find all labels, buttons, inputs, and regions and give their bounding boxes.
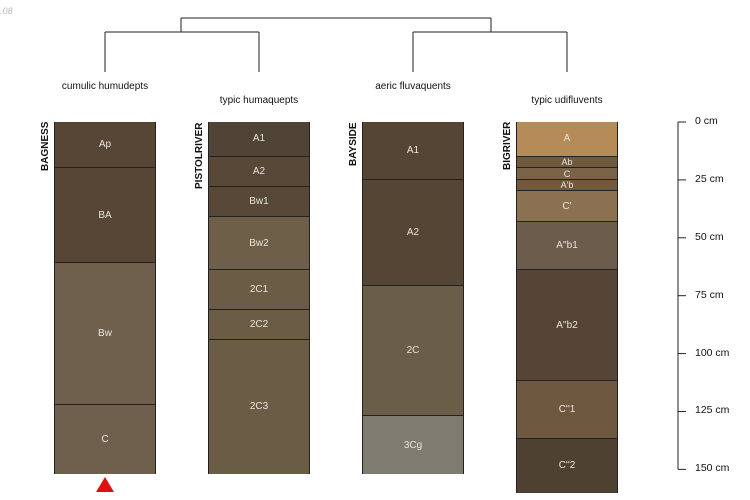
site-label-bayside: BAYSIDE (348, 122, 359, 166)
horizon: 3Cg (363, 416, 463, 474)
horizon: Bw (55, 263, 155, 405)
group-label-4: typic udifluvents (531, 95, 603, 106)
group-label-2: typic humaquepts (219, 95, 299, 106)
horizon-label: C''2 (558, 460, 576, 472)
warning-triangle-icon (96, 477, 114, 492)
depth-tick-label: 125 cm (695, 404, 730, 417)
site-label-bagness: BAGNESS (40, 121, 51, 171)
horizon-label: 2C2 (249, 318, 269, 330)
horizon: Bw1 (209, 186, 309, 217)
profile-bayside: A1 A2 2C 3Cg (362, 122, 464, 474)
horizon-label: Bw (98, 327, 112, 339)
horizon: A''b1 (517, 221, 617, 271)
horizon: A1 (209, 122, 309, 157)
horizon: BA (55, 168, 155, 264)
horizon: A''b2 (517, 270, 617, 382)
horizon: Ap (55, 122, 155, 169)
depth-tick-label: 100 cm (695, 346, 730, 359)
site-label-pistolriver: PISTOLRIVER (194, 122, 205, 190)
horizon-label: A''b1 (556, 239, 578, 251)
horizon-label: C''1 (558, 404, 576, 416)
horizon-label: BA (98, 209, 112, 221)
horizon: A1 (363, 122, 463, 180)
profile-bagness: Ap BA Bw C (54, 122, 156, 474)
horizon-label: A2 (252, 165, 266, 177)
depth-tick-label: 150 cm (695, 462, 730, 475)
horizon: 2C (363, 286, 463, 417)
horizon: A'b (517, 179, 617, 192)
horizon-label: A''b2 (556, 319, 578, 331)
horizon-label: C' (562, 200, 572, 212)
corner-fragment-text: .08 (0, 6, 13, 16)
horizon: Ab (517, 156, 617, 169)
dendrogram-left-branch (104, 31, 260, 72)
horizon-label: A2 (406, 227, 420, 239)
horizon: 2C2 (209, 309, 309, 340)
horizon: C' (517, 191, 617, 222)
horizon: A2 (363, 179, 463, 287)
horizon-label: A1 (406, 144, 420, 156)
depth-tick-label: 50 cm (695, 230, 724, 243)
horizon-label: A1 (252, 133, 266, 145)
horizon-label: A'b (560, 180, 574, 191)
horizon-label: Ab (561, 157, 573, 168)
horizon-label: C (101, 433, 109, 445)
horizon-label: 3Cg (403, 439, 423, 451)
horizon: C (55, 404, 155, 474)
horizon-label: 2C1 (249, 283, 269, 295)
dendrogram-right-branch (412, 31, 568, 72)
horizon: A2 (209, 156, 309, 187)
horizon: 2C1 (209, 270, 309, 310)
depth-tick-label: 75 cm (695, 288, 724, 301)
horizon-label: Ap (98, 139, 112, 151)
horizon: C (517, 168, 617, 180)
site-label-bigriver: BIGRIVER (502, 121, 513, 170)
horizon-label: 2C (406, 345, 420, 357)
profile-bigriver: A Ab C A'b C' A''b1 A''b2 C''1 C''2 (516, 122, 618, 493)
dendrogram-root-branch (180, 17, 492, 32)
horizon: C''2 (517, 439, 617, 493)
depth-tick-label: 0 cm (695, 115, 718, 127)
horizon-label: Bw1 (249, 195, 269, 207)
group-label-3: aeric fluvaquents (375, 81, 451, 92)
group-label-1: cumulic humudepts (61, 81, 149, 92)
depth-tick-label: 25 cm (695, 172, 724, 185)
horizon: C''1 (517, 381, 617, 440)
horizon: A (517, 122, 617, 157)
horizon: Bw2 (209, 216, 309, 271)
horizon-label: A (563, 133, 571, 145)
horizon-label: Bw2 (249, 237, 269, 249)
horizon-label: 2C3 (249, 401, 269, 413)
horizon-label: C (563, 168, 571, 179)
horizon: 2C3 (209, 339, 309, 474)
profile-pistolriver: A1 A2 Bw1 Bw2 2C1 2C2 2C3 (208, 122, 310, 474)
